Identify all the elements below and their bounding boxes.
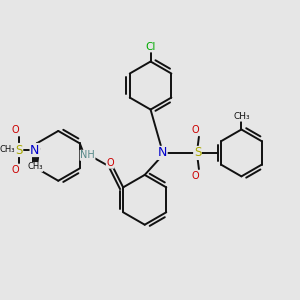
Text: O: O (12, 165, 20, 175)
Text: O: O (106, 158, 114, 168)
Text: CH₃: CH₃ (27, 163, 43, 172)
Text: S: S (15, 143, 22, 157)
Text: CH₃: CH₃ (0, 146, 15, 154)
Text: NH: NH (80, 150, 95, 160)
Text: N: N (158, 146, 167, 159)
Text: O: O (191, 171, 199, 181)
Text: CH₃: CH₃ (233, 112, 250, 121)
Text: S: S (194, 146, 201, 159)
Text: N: N (30, 143, 40, 157)
Text: O: O (191, 125, 199, 135)
Text: O: O (12, 125, 20, 135)
Text: Cl: Cl (146, 42, 156, 52)
